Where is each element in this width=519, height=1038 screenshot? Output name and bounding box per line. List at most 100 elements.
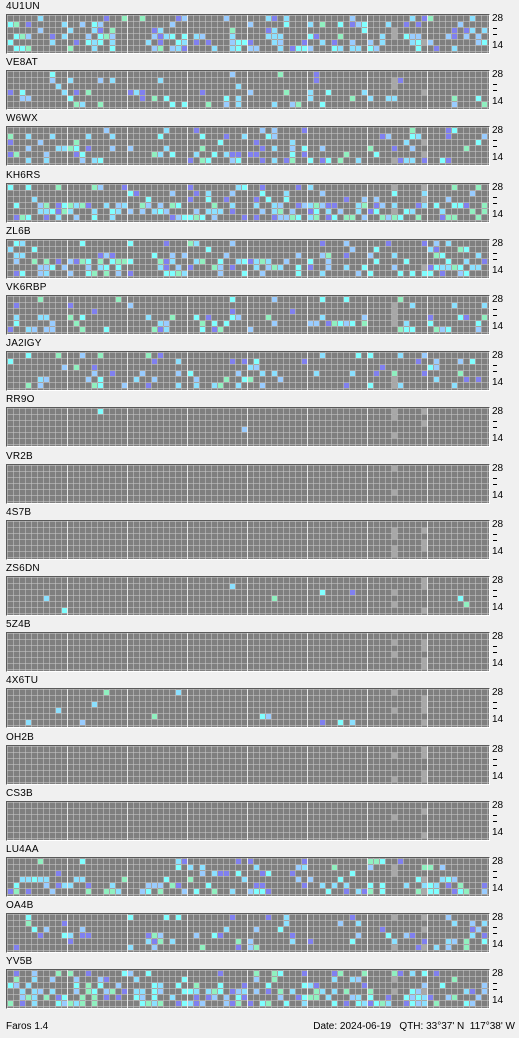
signal-cell: [164, 209, 169, 214]
time-marker-cell: [392, 28, 397, 33]
signal-cell: [80, 158, 85, 163]
hour-divider: [187, 521, 188, 559]
propagation-grid: [6, 295, 490, 335]
signal-cell: [284, 90, 289, 95]
signal-cell: [308, 90, 313, 95]
signal-cell: [284, 1001, 289, 1006]
signal-cell: [356, 203, 361, 208]
signal-cell: [302, 1001, 307, 1006]
signal-cell: [26, 877, 31, 882]
signal-cell: [236, 84, 241, 89]
signal-cell: [212, 995, 217, 1000]
signal-cell: [188, 865, 193, 870]
signal-cell: [410, 271, 415, 276]
signal-cell: [326, 889, 331, 894]
signal-cell: [80, 152, 85, 157]
signal-cell: [242, 259, 247, 264]
signal-cell: [158, 134, 163, 139]
signal-cell: [194, 989, 199, 994]
signal-cell: [386, 995, 391, 1000]
signal-cell: [110, 889, 115, 894]
date-label: Date:: [313, 1021, 338, 1032]
signal-cell: [224, 16, 229, 21]
signal-cell: [62, 22, 67, 27]
beacon-callsign: 4S7B: [6, 507, 32, 518]
signal-cell: [458, 883, 463, 888]
signal-cell: [92, 215, 97, 220]
signal-cell: [134, 90, 139, 95]
signal-cell: [254, 265, 259, 270]
signal-cell: [38, 140, 43, 145]
signal-cell: [362, 971, 367, 976]
signal-cell: [416, 995, 421, 1000]
signal-cell: [308, 203, 313, 208]
hour-divider: [67, 521, 68, 559]
signal-cell: [92, 40, 97, 45]
signal-cell: [122, 989, 127, 994]
signal-cell: [326, 995, 331, 1000]
qth-value: 33°37' N 117°38' W: [426, 1021, 515, 1032]
signal-cell: [188, 158, 193, 163]
signal-cell: [194, 889, 199, 894]
propagation-grid: [6, 913, 490, 953]
signal-cell: [392, 191, 397, 196]
signal-cell: [236, 46, 241, 51]
signal-cell: [476, 927, 481, 932]
signal-cell: [482, 983, 487, 988]
axis-label-top: 28: [492, 912, 504, 923]
hour-divider: [367, 970, 368, 1008]
signal-cell: [308, 96, 313, 101]
signal-cell: [368, 271, 373, 276]
signal-cell: [152, 359, 157, 364]
signal-cell: [374, 859, 379, 864]
hour-divider: [307, 858, 308, 896]
axis-tick: [493, 371, 497, 372]
signal-cell: [176, 46, 181, 51]
hour-divider: [427, 577, 428, 615]
signal-cell: [224, 134, 229, 139]
signal-cell: [476, 253, 481, 258]
axis-label-top: 28: [492, 519, 504, 530]
signal-cell: [470, 16, 475, 21]
signal-cell: [224, 321, 229, 326]
hour-divider: [187, 465, 188, 503]
axis-label-top: 28: [492, 69, 504, 80]
beacon-panel: VE8AT 28 14: [0, 56, 519, 112]
signal-cell: [110, 259, 115, 264]
time-marker-cell: [392, 865, 397, 870]
hour-divider: [187, 577, 188, 615]
signal-cell: [266, 16, 271, 21]
signal-cell: [218, 971, 223, 976]
signal-cell: [68, 209, 73, 214]
band-axis: 28 14: [492, 576, 519, 616]
signal-cell: [332, 971, 337, 976]
signal-cell: [326, 253, 331, 258]
signal-cell: [284, 921, 289, 926]
signal-cell: [44, 596, 49, 601]
time-marker-cell: [392, 546, 397, 551]
axis-tick: [493, 759, 497, 760]
signal-cell: [260, 714, 265, 719]
signal-cell: [290, 989, 295, 994]
signal-cell: [20, 271, 25, 276]
signal-cell: [386, 933, 391, 938]
signal-cell: [254, 203, 259, 208]
signal-cell: [272, 371, 277, 376]
signal-cell: [110, 134, 115, 139]
band-axis: 28 14: [492, 520, 519, 560]
signal-cell: [314, 209, 319, 214]
signal-cell: [428, 271, 433, 276]
signal-cell: [134, 995, 139, 1000]
signal-cell: [218, 140, 223, 145]
signal-cell: [212, 209, 217, 214]
hour-divider: [127, 633, 128, 671]
signal-cell: [482, 889, 487, 894]
signal-cell: [416, 215, 421, 220]
signal-cell: [20, 877, 25, 882]
signal-cell: [350, 46, 355, 51]
signal-cell: [20, 989, 25, 994]
signal-cell: [152, 1001, 157, 1006]
signal-cell: [206, 102, 211, 107]
beacon-panel: W6WX 28 14: [0, 112, 519, 168]
signal-cell: [368, 353, 373, 358]
